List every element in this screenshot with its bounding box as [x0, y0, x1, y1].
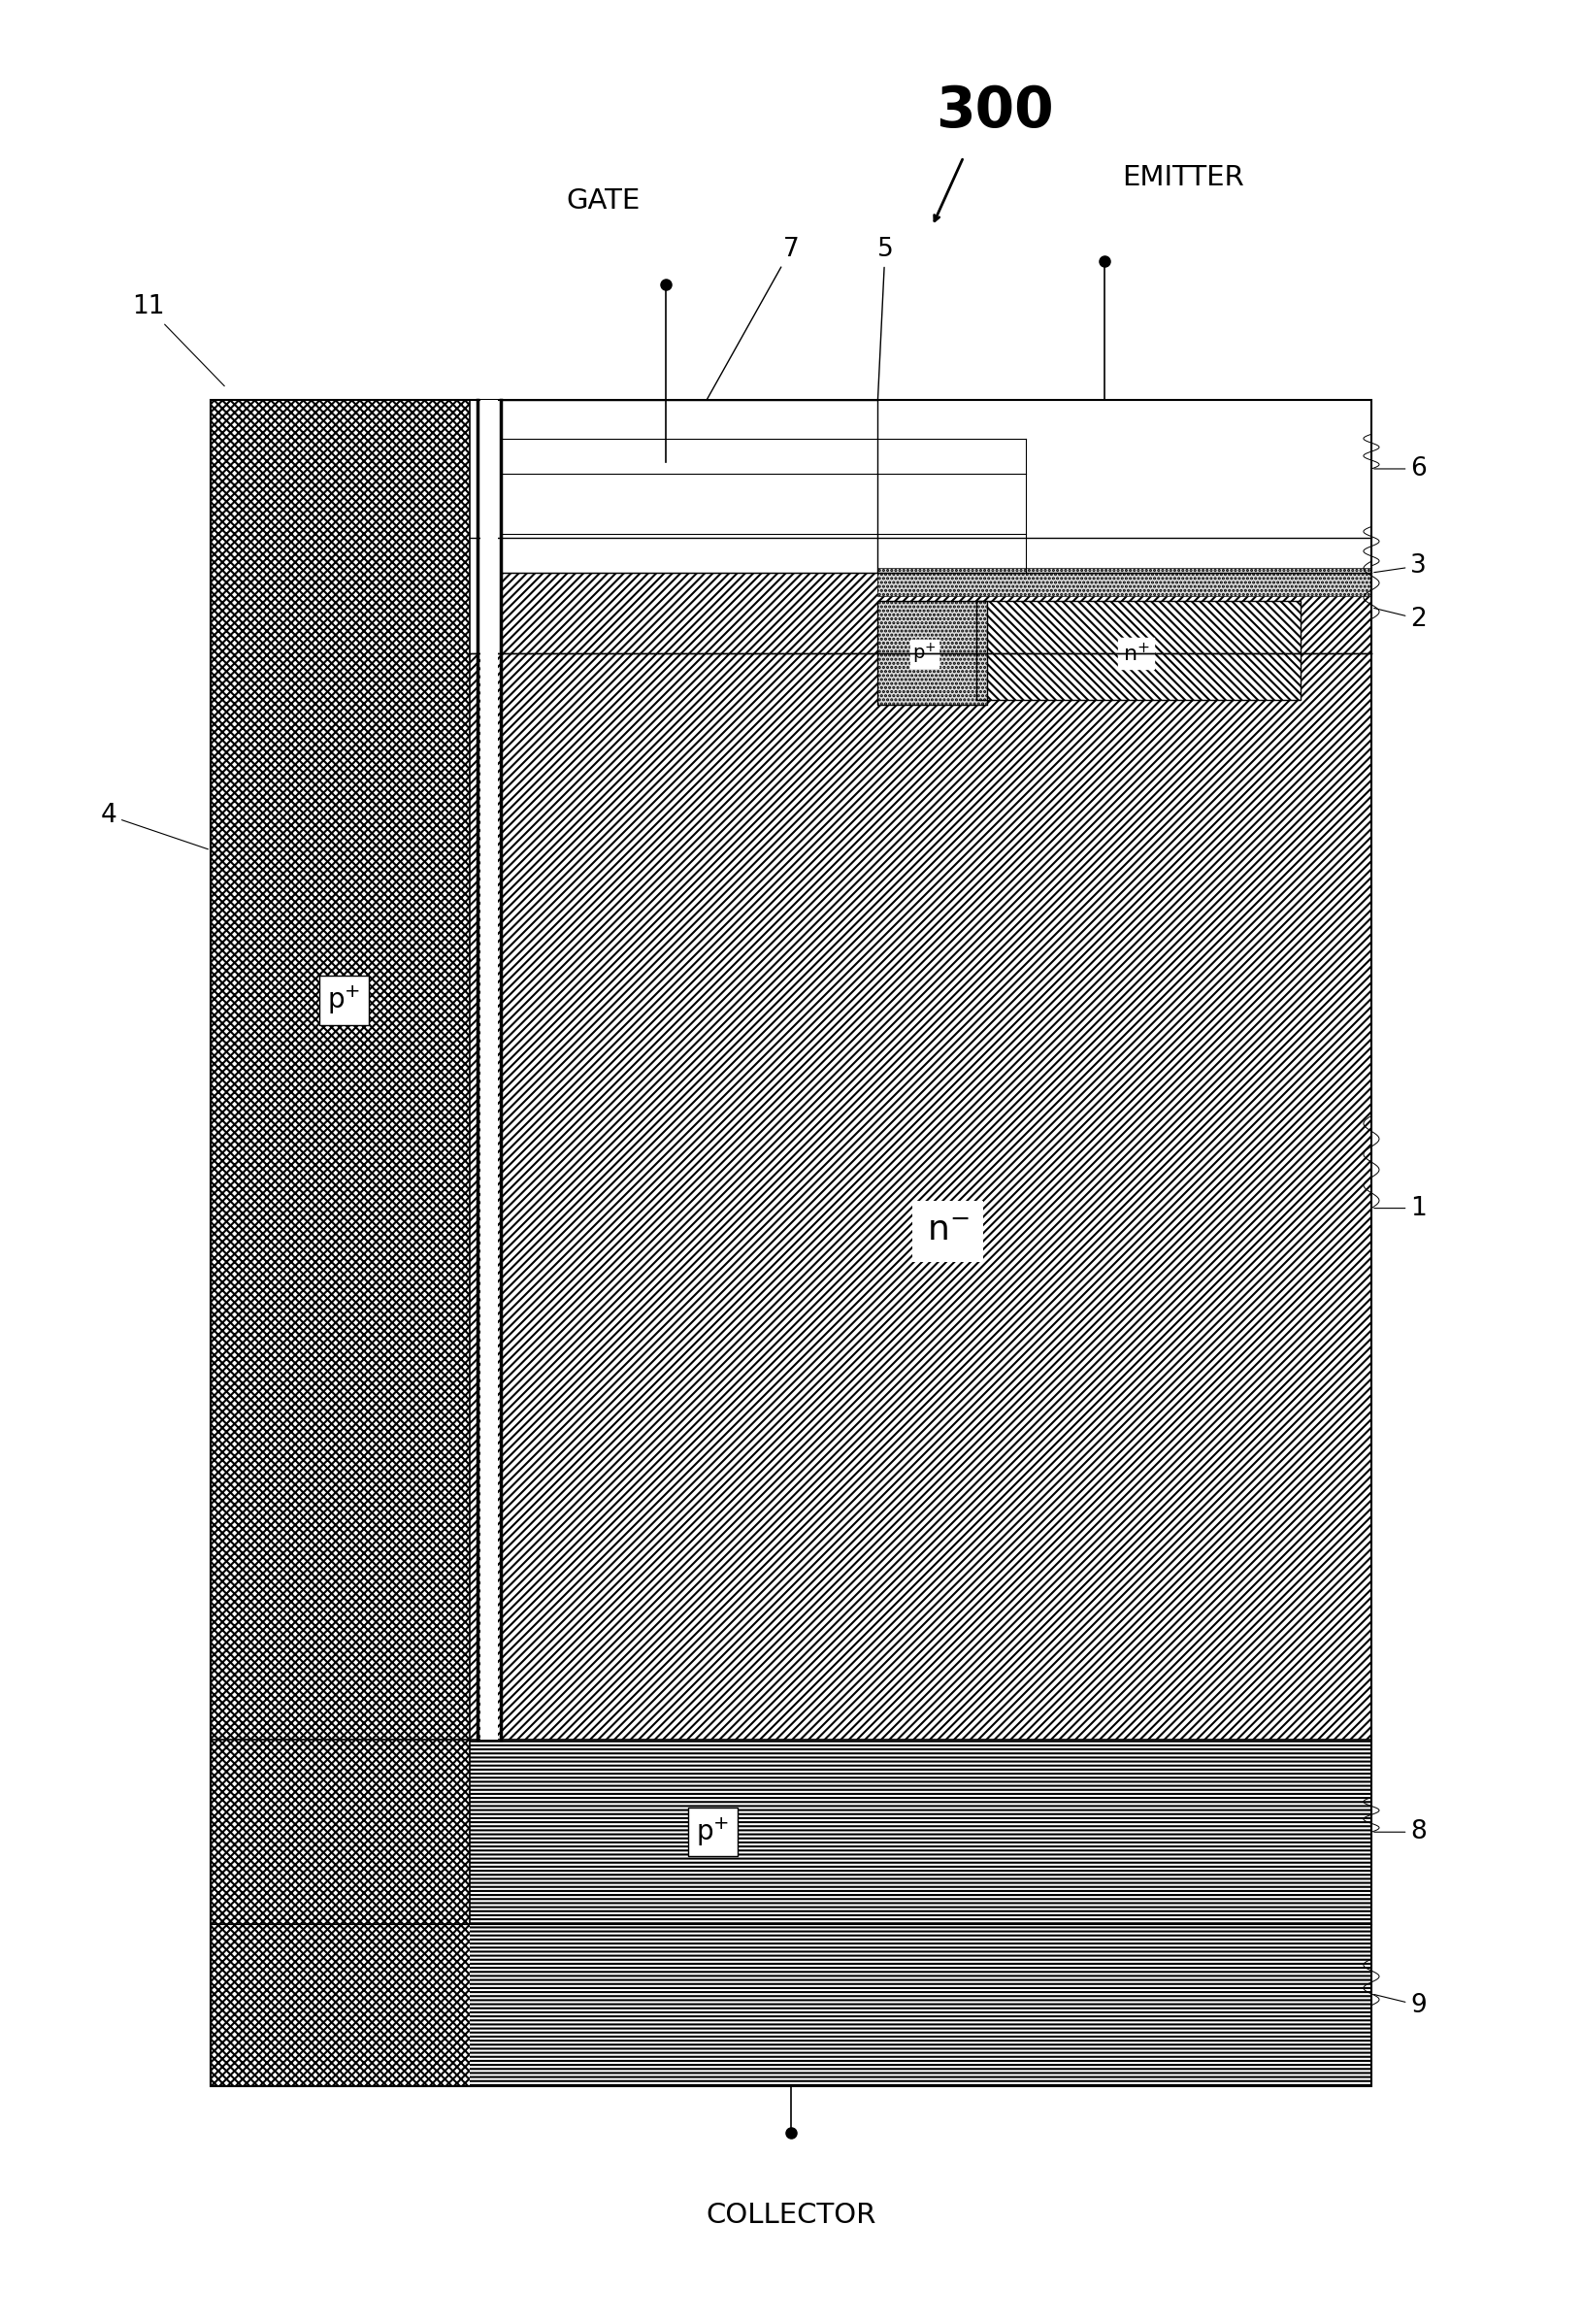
Bar	[210, 1924, 470, 2087]
Bar	[501, 539, 1372, 653]
Bar	[210, 400, 1372, 2087]
Text: p$^{+}$: p$^{+}$	[696, 1815, 729, 1848]
Bar	[878, 400, 1372, 446]
Bar	[878, 600, 987, 704]
Bar	[501, 474, 1027, 535]
Bar	[878, 400, 1372, 446]
Text: 300: 300	[937, 84, 1054, 139]
Text: 6: 6	[1375, 456, 1427, 481]
Bar	[878, 567, 1372, 595]
Bar	[501, 535, 1027, 572]
Bar	[976, 600, 1300, 700]
Bar	[210, 1741, 1372, 1924]
Bar	[878, 400, 1372, 572]
Text: EMITTER: EMITTER	[1122, 165, 1243, 191]
Bar	[210, 400, 470, 1741]
Text: 4: 4	[100, 802, 209, 848]
Bar	[878, 567, 1372, 595]
Bar	[210, 1924, 470, 2087]
Text: 3: 3	[1375, 553, 1427, 579]
Text: GATE: GATE	[566, 188, 639, 214]
Text: 5: 5	[870, 237, 894, 569]
Bar	[210, 1924, 1372, 2087]
Bar	[878, 600, 987, 704]
Text: n$^{+}$: n$^{+}$	[1123, 641, 1150, 665]
Bar	[210, 1924, 1372, 2087]
Bar	[878, 600, 987, 704]
Bar	[501, 539, 1372, 653]
Bar	[210, 653, 1372, 1741]
Bar	[210, 1741, 1372, 1924]
Bar	[878, 400, 1372, 572]
Text: p$^{+}$: p$^{+}$	[913, 641, 937, 667]
Text: 2: 2	[1375, 607, 1427, 632]
Bar	[481, 400, 498, 1741]
Text: 8: 8	[1375, 1820, 1427, 1845]
Bar	[501, 439, 1027, 474]
Text: n$^{-}$: n$^{-}$	[927, 1215, 970, 1248]
Bar	[210, 1741, 470, 1924]
Text: COLLECTOR: COLLECTOR	[706, 2201, 876, 2229]
Bar	[501, 400, 878, 572]
Bar	[501, 400, 878, 572]
Text: 11: 11	[131, 295, 225, 386]
Bar	[501, 439, 1027, 474]
Bar	[976, 600, 1300, 700]
Bar	[976, 600, 1300, 700]
Bar	[210, 400, 470, 1741]
Bar	[210, 1741, 470, 1924]
Bar	[210, 653, 1372, 1741]
Text: 1: 1	[1375, 1195, 1427, 1220]
Text: 9: 9	[1375, 1992, 1427, 2017]
Text: 7: 7	[668, 237, 799, 472]
Text: p$^{+}$: p$^{+}$	[327, 983, 361, 1016]
